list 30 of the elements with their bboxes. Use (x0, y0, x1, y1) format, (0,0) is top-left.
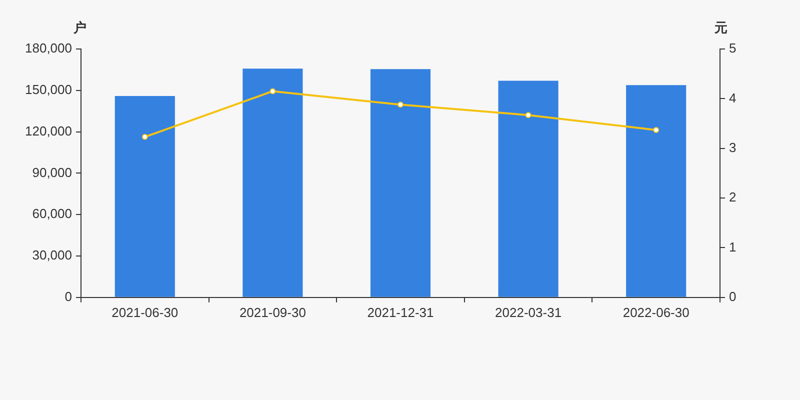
y-tick-label: 0 (64, 288, 72, 304)
y-tick-label: 90,000 (32, 164, 72, 180)
bar (242, 68, 303, 297)
point (398, 102, 404, 108)
y-tick-label: 30,000 (32, 248, 72, 263)
point (653, 126, 660, 133)
x-tick-label: 2021-09-30 (239, 304, 306, 320)
x-tick-label: 2021-06-30 (112, 304, 178, 320)
y2-tick-label: 0 (729, 288, 736, 304)
y2-tick-label: 1 (729, 239, 736, 254)
y2-axis-title: 元 (714, 20, 728, 36)
bar (370, 69, 431, 297)
point (270, 88, 276, 94)
bar (498, 80, 558, 297)
point (142, 134, 148, 140)
x-tick-label: 2022-06-30 (622, 304, 690, 320)
y2-tick-label: 2 (729, 190, 736, 205)
y2-tick-label: 3 (729, 140, 736, 155)
x-tick-label: 2022-03-31 (495, 304, 562, 320)
y-tick-label: 150,000 (25, 82, 72, 97)
y-tick-label: 180,000 (25, 40, 72, 56)
y2-tick-label: 5 (729, 40, 736, 56)
point (525, 112, 532, 118)
y-tick-label: 60,000 (32, 206, 72, 222)
y-axis-title: 户 (72, 20, 86, 36)
y-tick-label: 120,000 (25, 123, 72, 138)
bar (114, 96, 175, 297)
y2-tick-label: 4 (729, 90, 736, 106)
bar (626, 85, 686, 297)
x-tick-label: 2021-12-31 (367, 304, 434, 320)
